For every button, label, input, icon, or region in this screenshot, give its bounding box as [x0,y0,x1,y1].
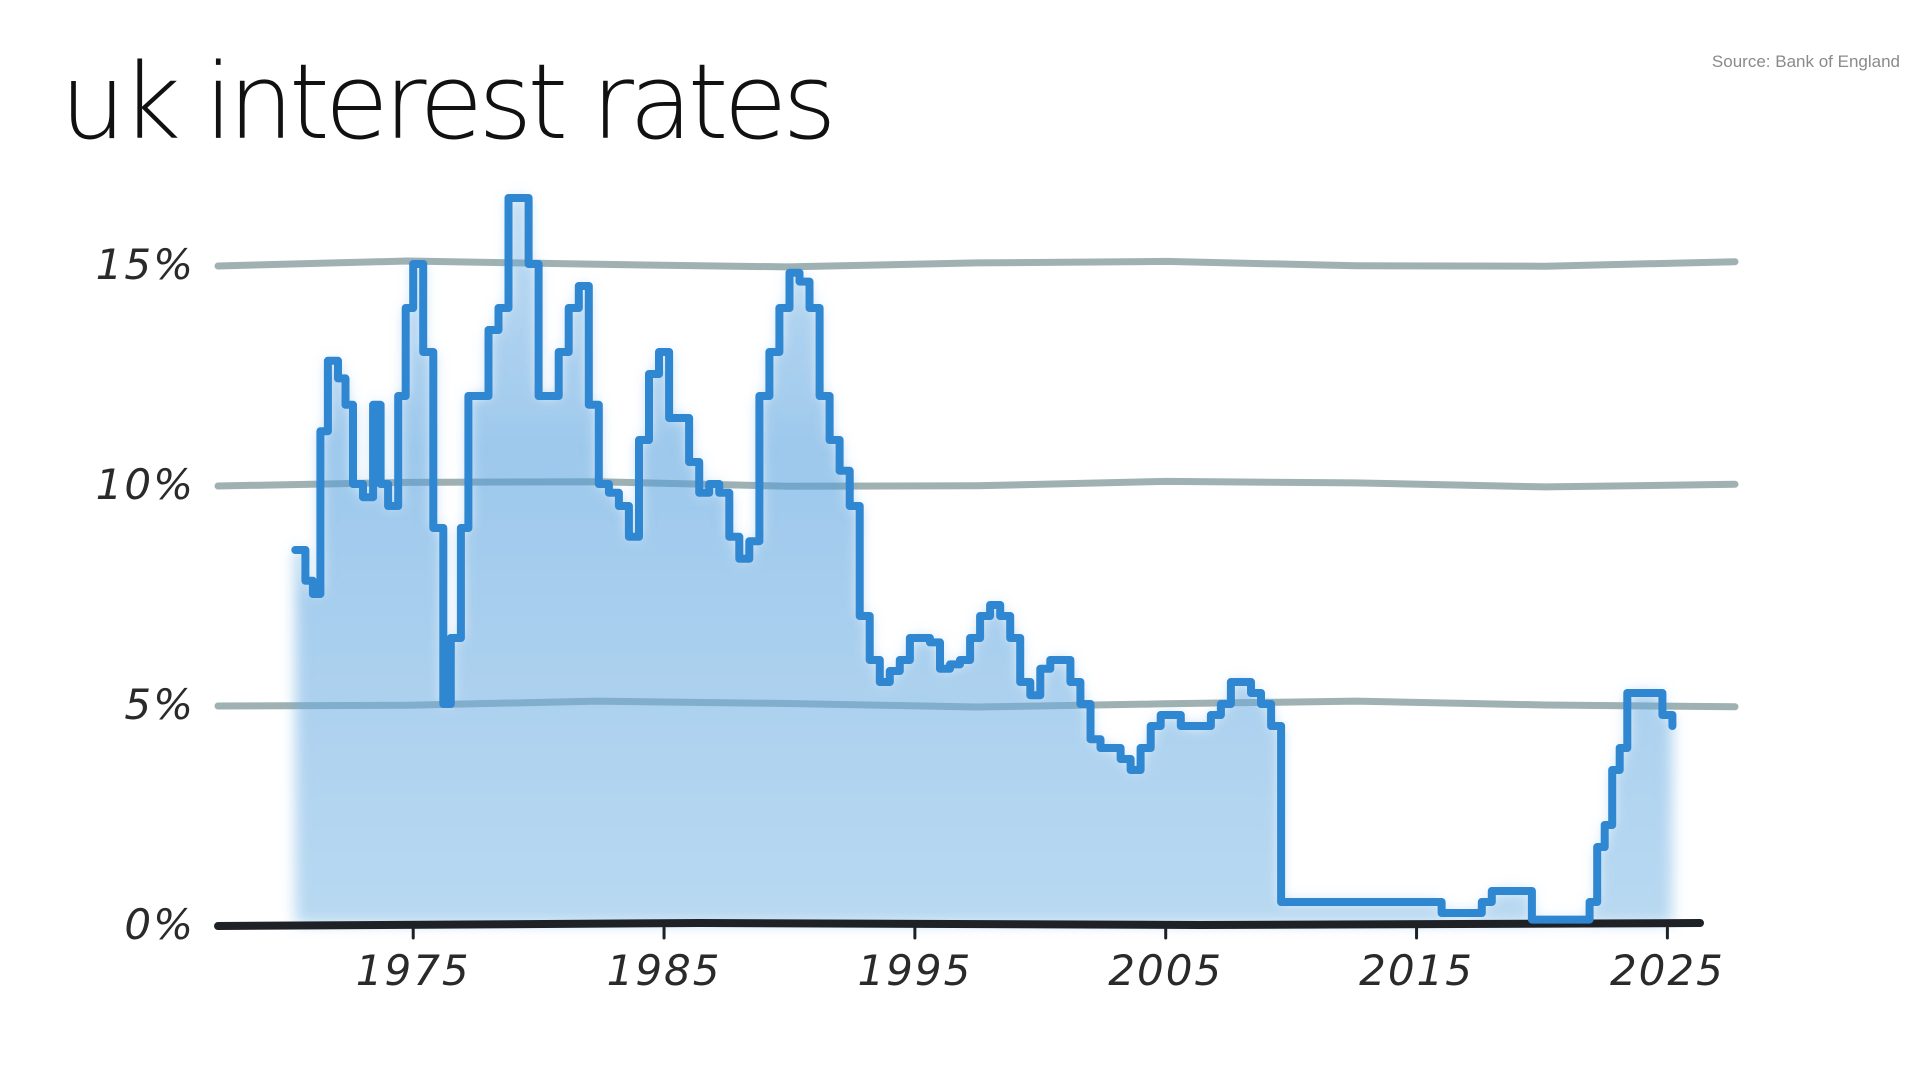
x-tick-label-1995: 1995 [857,946,972,995]
y-tick-label-0: 0% [124,900,195,949]
rate-line [291,194,1677,924]
x-tick-label-2025: 2025 [1610,946,1725,995]
baseline-zero [214,919,1704,930]
gridline-15 [214,257,1739,271]
source-note: Source: Bank of England [1711,52,1900,71]
x-tick-label-2005: 2005 [1108,946,1223,995]
area-layer [295,198,1673,924]
page-title: uk interest rates [60,41,837,163]
x-tick-label-1985: 1985 [607,946,722,995]
line-layer [291,194,1677,924]
y-tick-label-5: 5% [124,680,195,729]
baseline-layer [214,919,1704,940]
y-tick-label-10: 10% [96,460,195,509]
label-layer: 0% 5% 10% 15% 1975 1985 1995 2005 2015 2025 [96,240,1725,995]
x-tick-label-1975: 1975 [356,946,471,995]
y-tick-label-15: 15% [96,240,195,289]
gridline-10 [214,477,1739,491]
x-tick-label-2015: 2015 [1359,946,1474,995]
rate-area-fill [295,198,1673,924]
